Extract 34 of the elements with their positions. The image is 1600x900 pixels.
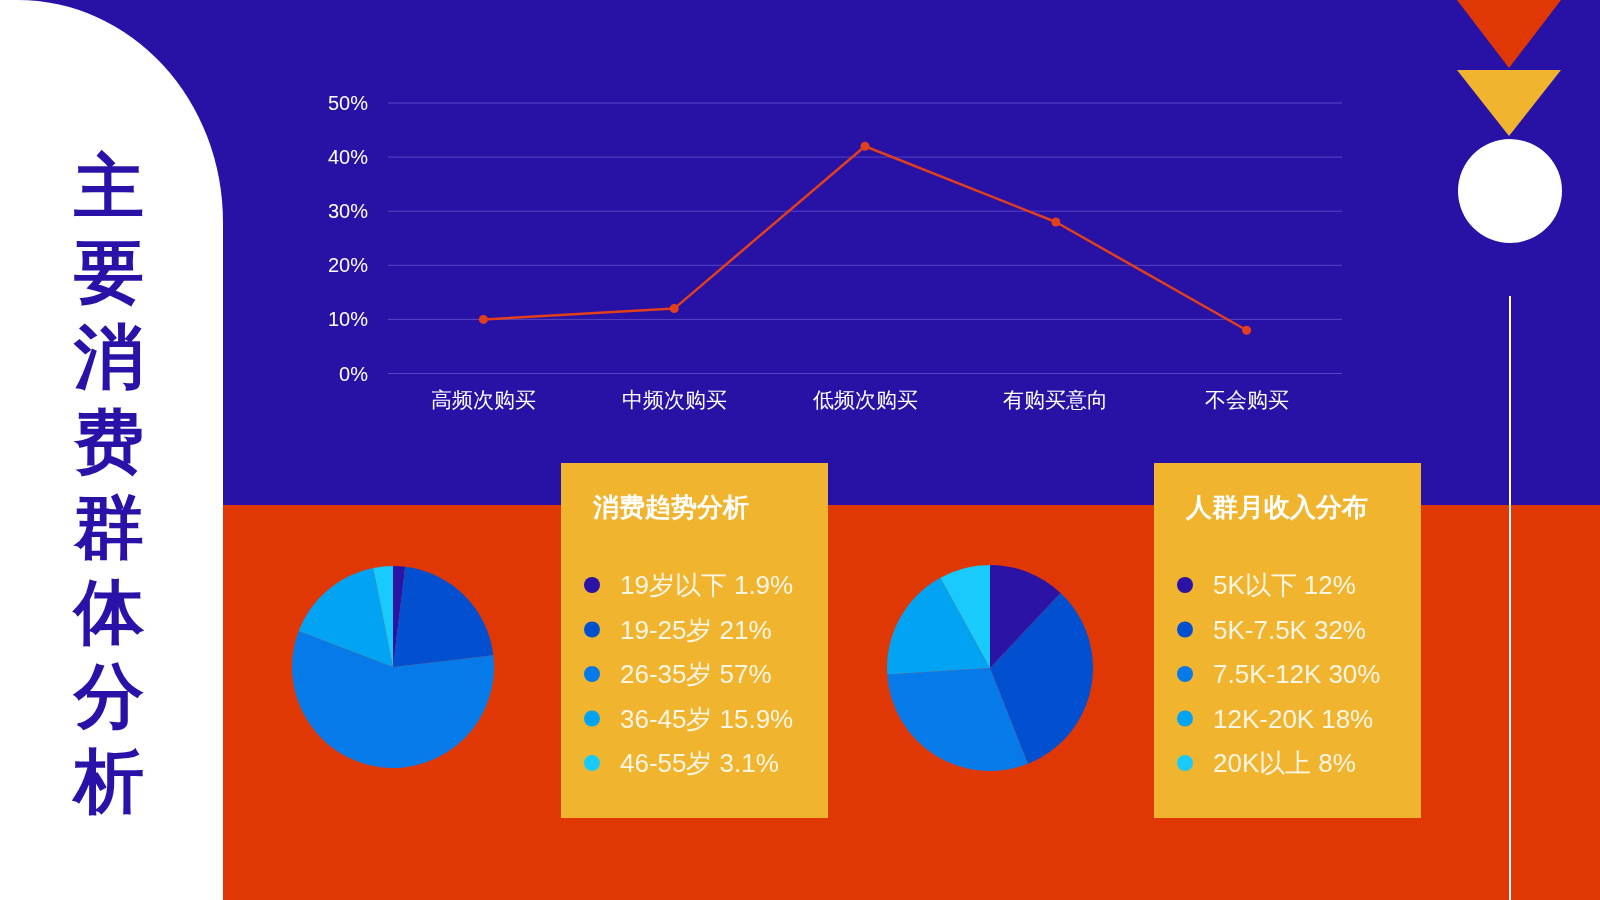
value-label: 30%	[1328, 659, 1381, 689]
legend-label: 36-45岁	[620, 703, 713, 734]
legend-label: 12K-20K	[1213, 703, 1315, 734]
y-tick-label: 50%	[327, 92, 368, 114]
title: 主要消费群体分析	[74, 148, 144, 821]
x-category-label: 有购买意向	[1003, 387, 1109, 411]
legend-label: 5K-7.5K	[1213, 614, 1307, 645]
x-category-label: 高频次购买	[430, 387, 536, 411]
legend-label: 19-25岁	[620, 614, 713, 645]
legend-label: 20K以上	[1213, 748, 1312, 778]
value-label: 8%	[1318, 748, 1356, 778]
legend-label: 5K以下	[1213, 570, 1297, 600]
legend-label: 46-55岁	[620, 748, 713, 778]
y-tick-label: 40%	[327, 146, 368, 169]
legend-label: 7.5K-12K	[1213, 659, 1322, 689]
value-label: 3.1%	[719, 748, 779, 778]
value-label: 57%	[719, 659, 772, 689]
x-category-label: 中频次购买	[621, 387, 727, 411]
legend-title: 消费趋势分析	[593, 492, 749, 522]
value-label: 32%	[1313, 614, 1366, 645]
y-tick-label: 10%	[327, 308, 368, 331]
value-label: 1.9%	[733, 570, 794, 600]
legend-label: 19岁以下	[620, 570, 727, 600]
legend-title: 人群月收入分布	[1186, 492, 1368, 522]
x-category-label: 低频次购买	[812, 387, 918, 411]
value-label: 12%	[1303, 570, 1356, 600]
y-tick-label: 0%	[339, 362, 368, 385]
value-label: 15.9%	[719, 703, 794, 734]
x-category-label: 不会购买	[1204, 387, 1289, 411]
y-tick-label: 20%	[327, 254, 368, 277]
value-label: 21%	[719, 614, 772, 645]
legend-label: 26-35岁	[620, 659, 713, 689]
y-tick-label: 30%	[327, 200, 368, 223]
value-label: 18%	[1321, 703, 1374, 734]
